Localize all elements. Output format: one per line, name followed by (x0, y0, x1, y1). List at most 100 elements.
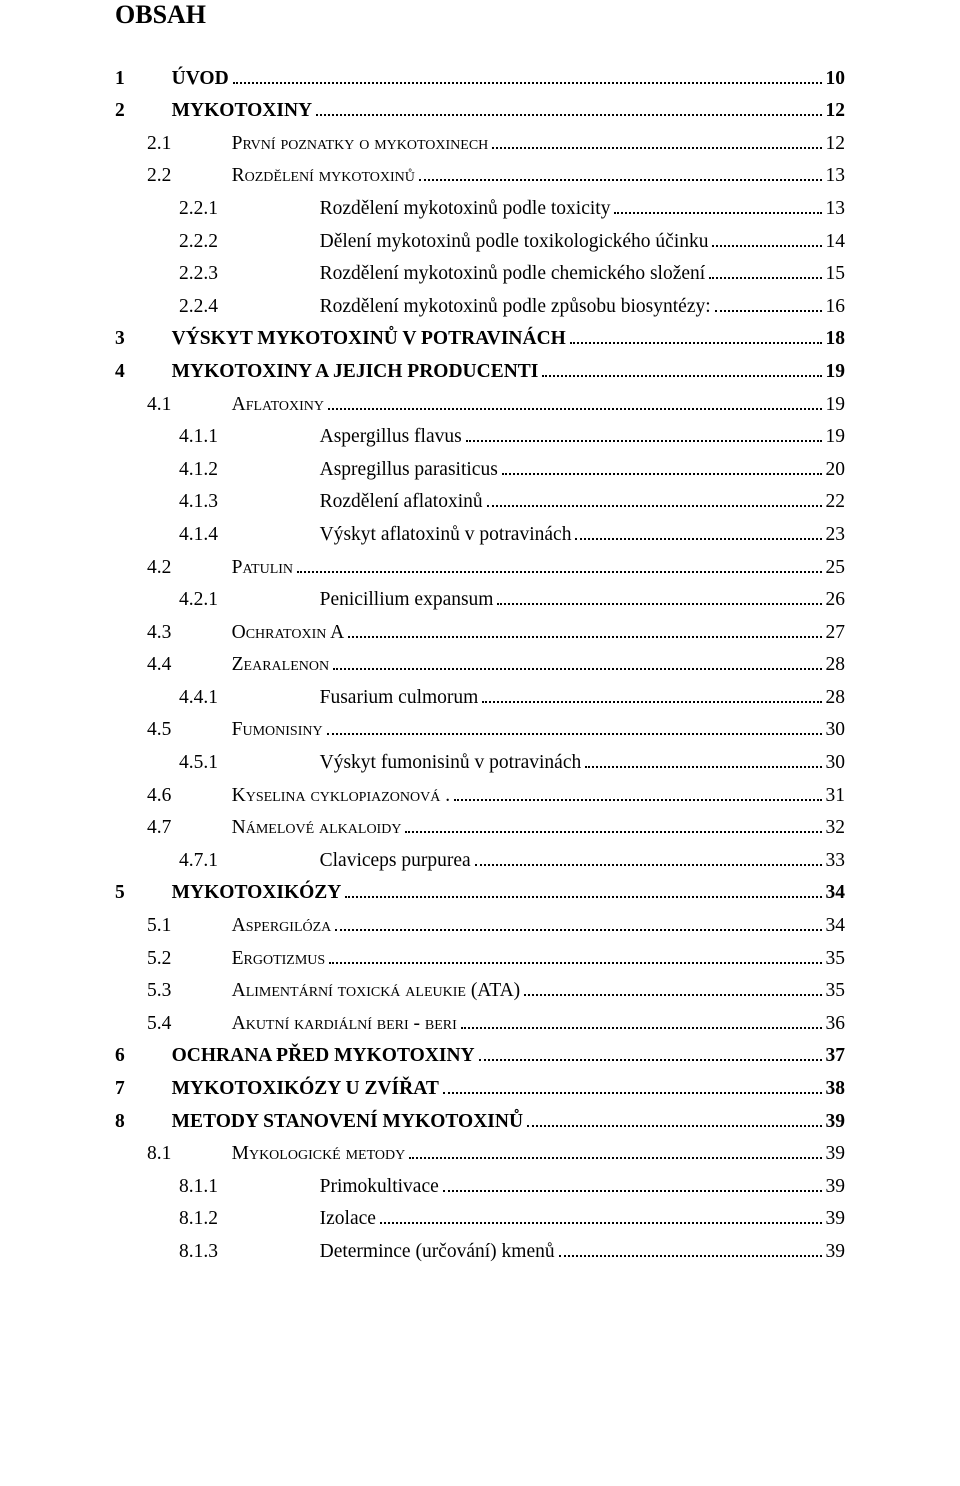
toc-number: 4.4.1 (115, 687, 305, 709)
toc-label: OCHRANA PŘED MYKOTOXINY (172, 1045, 475, 1067)
toc-page: 39 (826, 1208, 846, 1230)
toc-gap (217, 654, 232, 676)
toc-row: 1 ÚVOD10 (115, 66, 845, 90)
toc-gap (305, 687, 320, 709)
toc-label: Claviceps purpurea (320, 850, 471, 872)
toc-page: 32 (826, 817, 846, 839)
toc-row: 2.2.3 Rozdělení mykotoxinů podle chemick… (115, 262, 845, 286)
toc-label: Penicillium expansum (320, 589, 494, 611)
toc-label: Ochratoxin A (232, 622, 345, 644)
toc-gap (305, 491, 320, 513)
toc-leader-dots (297, 555, 821, 573)
toc-number: 2.2.2 (115, 231, 305, 253)
toc-row: 7 MYKOTOXIKÓZY U ZVÍŘAT38 (115, 1076, 845, 1100)
toc-leader-dots (328, 392, 821, 410)
toc-gap (217, 719, 232, 741)
toc-gap (305, 589, 320, 611)
toc-label: Námelové alkaloidy (232, 817, 402, 839)
toc-page: 37 (826, 1045, 846, 1067)
toc-label: Determince (určování) kmenů (320, 1241, 555, 1263)
toc-row: 2.2.1 Rozdělení mykotoxinů podle toxicit… (115, 196, 845, 220)
toc-leader-dots (466, 425, 822, 443)
toc-row: 2.2 Rozdělení mykotoxinů13 (115, 164, 845, 188)
toc-row: 2.2.2 Dělení mykotoxinů podle toxikologi… (115, 229, 845, 253)
toc-label: Ergotizmus (232, 948, 326, 970)
toc-page: 31 (826, 785, 846, 807)
toc-page: 25 (826, 557, 846, 579)
toc-leader-dots (405, 816, 821, 834)
toc-leader-dots (479, 1044, 822, 1062)
toc-page: 35 (826, 948, 846, 970)
toc-leader-dots (454, 783, 821, 801)
toc-label: Fusarium culmorum (320, 687, 479, 709)
toc-number: 5.2 (115, 948, 217, 970)
toc-row: 8.1 Mykologické metody39 (115, 1142, 845, 1166)
toc-page: 10 (826, 68, 846, 90)
toc-label: METODY STANOVENÍ MYKOTOXINŮ (172, 1111, 523, 1133)
toc-row: 4.4 Zearalenon28 (115, 653, 845, 677)
toc-gap (157, 361, 172, 383)
toc-label: Výskyt fumonisinů v potravinách (320, 752, 582, 774)
toc-leader-dots (614, 196, 821, 214)
toc-row: 4.1.1 Aspergillus flavus19 (115, 425, 845, 449)
toc-gap (157, 1111, 172, 1133)
toc-leader-dots (419, 164, 822, 182)
toc-row: 4.5.1 Výskyt fumonisinů v potravinách30 (115, 750, 845, 774)
toc-gap (217, 165, 232, 187)
toc-leader-dots (709, 262, 821, 280)
toc-page: 13 (826, 165, 846, 187)
toc-row: 4.4.1 Fusarium culmorum 28 (115, 685, 845, 709)
toc-row: 8 METODY STANOVENÍ MYKOTOXINŮ39 (115, 1109, 845, 1133)
toc-label: MYKOTOXINY (172, 100, 312, 122)
toc-label: Aspregillus parasiticus (320, 459, 498, 481)
toc-leader-dots (715, 294, 822, 312)
toc-page: 28 (826, 687, 846, 709)
toc-gap (217, 1143, 232, 1165)
toc-page: 28 (826, 654, 846, 676)
toc-gap (217, 817, 232, 839)
toc-label: VÝSKYT MYKOTOXINŮ V POTRAVINÁCH (172, 328, 566, 350)
toc-number: 8.1.3 (115, 1241, 305, 1263)
toc-gap (217, 622, 232, 644)
toc-number: 4.5 (115, 719, 217, 741)
toc-leader-dots (482, 685, 821, 703)
toc-page: 39 (826, 1176, 846, 1198)
toc-row: 4.1 Aflatoxiny19 (115, 392, 845, 416)
toc-gap (217, 785, 232, 807)
toc-page: 36 (826, 1013, 846, 1035)
toc-leader-dots (570, 327, 822, 345)
toc-leader-dots (487, 490, 822, 508)
toc-label: Rozdělení mykotoxinů podle chemického sl… (320, 263, 706, 285)
toc-gap (157, 68, 172, 90)
toc-number: 1 (115, 68, 157, 90)
toc-leader-dots (527, 1109, 821, 1127)
toc-leader-dots (443, 1174, 822, 1192)
toc-leader-dots (233, 66, 822, 84)
toc-gap (305, 752, 320, 774)
toc-leader-dots (461, 1011, 822, 1029)
toc-leader-dots (345, 881, 821, 899)
toc-number: 4 (115, 361, 157, 383)
toc-row: 4.3 Ochratoxin A27 (115, 620, 845, 644)
toc-row: 3 VÝSKYT MYKOTOXINŮ V POTRAVINÁCH18 (115, 327, 845, 351)
toc-leader-dots (524, 979, 821, 997)
toc-page: 33 (826, 850, 846, 872)
toc-page: 12 (826, 133, 846, 155)
toc-page: 30 (826, 719, 846, 741)
toc-page: 34 (826, 882, 846, 904)
toc-row: 8.1.3 Determince (určování) kmenů39 (115, 1239, 845, 1263)
toc-label: Aspergillus flavus (320, 426, 462, 448)
toc-gap (305, 459, 320, 481)
toc-leader-dots (380, 1207, 822, 1225)
toc-number: 5.3 (115, 980, 217, 1002)
toc-number: 4.7 (115, 817, 217, 839)
toc-gap (305, 198, 320, 220)
toc-number: 4.2.1 (115, 589, 305, 611)
page-title: OBSAH (115, 0, 845, 30)
toc-number: 5 (115, 882, 157, 904)
toc-leader-dots (409, 1142, 821, 1160)
toc-gap (305, 263, 320, 285)
toc-label: MYKOTOXIKÓZY (172, 882, 342, 904)
toc-label: MYKOTOXIKÓZY U ZVÍŘAT (172, 1078, 439, 1100)
toc-number: 3 (115, 328, 157, 350)
